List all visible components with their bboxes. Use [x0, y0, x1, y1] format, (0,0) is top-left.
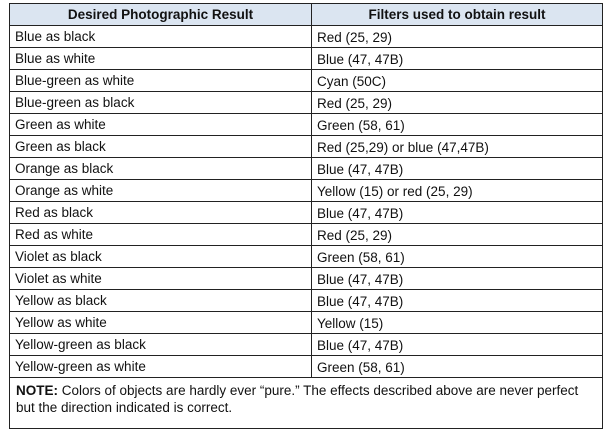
filter-cell: Yellow (15) or red (25, 29)	[311, 179, 603, 202]
table-row: Green as white Green (58, 61)	[9, 113, 603, 136]
result-cell: Green as white	[9, 113, 312, 136]
result-cell: Yellow-green as white	[9, 355, 312, 378]
filter-cell: Blue (47, 47B)	[311, 289, 603, 312]
result-cell: Blue-green as black	[9, 91, 312, 114]
filter-cell: Blue (47, 47B)	[311, 47, 603, 70]
filter-cell: Red (25, 29)	[311, 25, 603, 48]
result-cell: Blue as white	[9, 47, 312, 70]
result-cell: Red as white	[9, 223, 312, 246]
header-row: Desired Photographic Result Filters used…	[9, 3, 603, 26]
table-body: Blue as black Red (25, 29) Blue as white Bl…	[9, 25, 603, 378]
table-row: Blue as black Red (25, 29)	[9, 25, 603, 48]
filter-cell: Green (58, 61)	[311, 245, 603, 268]
table-row: Yellow as black Blue (47, 47B)	[9, 289, 603, 312]
header-cell: Desired Photographic Result	[9, 3, 312, 26]
table-row: Blue-green as black Red (25, 29)	[9, 91, 603, 114]
result-cell: Orange as white	[9, 179, 312, 202]
result-cell: Red as black	[9, 201, 312, 224]
table-row: Yellow-green as black Blue (47, 47B)	[9, 333, 603, 356]
result-cell: Violet as black	[9, 245, 312, 268]
note-text: Colors of objects are hardly ever “pure.…	[16, 383, 579, 415]
note-label: NOTE:	[16, 383, 58, 398]
result-cell: Green as black	[9, 135, 312, 158]
filter-cell: Red (25, 29)	[311, 91, 603, 114]
filter-cell: Red (25,29) or blue (47,47B)	[311, 135, 603, 158]
result-cell: Violet as white	[9, 267, 312, 290]
filter-table: Desired Photographic Result Filters used…	[9, 3, 603, 429]
filter-cell: Green (58, 61)	[311, 113, 603, 136]
table-row: Orange as black Blue (47, 47B)	[9, 157, 603, 180]
table-row: Violet as black Green (58, 61)	[9, 245, 603, 268]
table-row: Orange as white Yellow (15) or red (25, 2…	[9, 179, 603, 202]
header-cell: Filters used to obtain result	[311, 3, 603, 26]
filter-cell: Blue (47, 47B)	[311, 157, 603, 180]
table-row: Violet as white Blue (47, 47B)	[9, 267, 603, 290]
table-row: Blue as white Blue (47, 47B)	[9, 47, 603, 70]
result-cell: Yellow as white	[9, 311, 312, 334]
table-row: Red as white Red (25, 29)	[9, 223, 603, 246]
filter-cell: Red (25, 29)	[311, 223, 603, 246]
filter-cell: Blue (47, 47B)	[311, 201, 603, 224]
result-cell: Yellow as black	[9, 289, 312, 312]
note-cell: NOTE: Colors of objects are hardly ever …	[9, 377, 603, 429]
result-cell: Blue-green as white	[9, 69, 312, 92]
page: Desired Photographic Result Filters used…	[9, 3, 603, 429]
filter-cell: Blue (47, 47B)	[311, 267, 603, 290]
table-row: Yellow as white Yellow (15)	[9, 311, 603, 334]
result-cell: Orange as black	[9, 157, 312, 180]
table-row: Red as black Blue (47, 47B)	[9, 201, 603, 224]
filter-cell: Blue (47, 47B)	[311, 333, 603, 356]
table-row: Blue-green as white Cyan (50C)	[9, 69, 603, 92]
table-row: Green as black Red (25,29) or blue (47,47…	[9, 135, 603, 158]
filter-cell: Green (58, 61)	[311, 355, 603, 378]
table-row: Yellow-green as white Green (58, 61)	[9, 355, 603, 378]
note-row: NOTE: Colors of objects are hardly ever …	[9, 377, 603, 429]
filter-cell: Cyan (50C)	[311, 69, 603, 92]
result-cell: Yellow-green as black	[9, 333, 312, 356]
filter-cell: Yellow (15)	[311, 311, 603, 334]
result-cell: Blue as black	[9, 25, 312, 48]
